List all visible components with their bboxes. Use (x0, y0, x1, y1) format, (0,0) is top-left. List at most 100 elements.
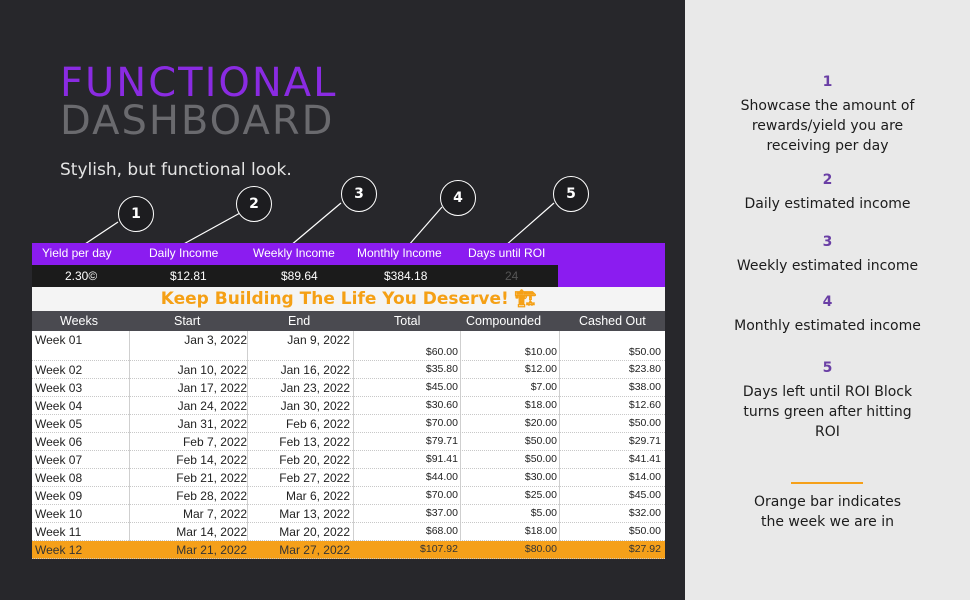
column-divider (559, 331, 560, 559)
kpi-header-bar: Yield per day Daily Income Weekly Income… (32, 243, 665, 265)
compounded-cell: $7.00 (530, 381, 557, 393)
total-cell: $60.00 (425, 346, 458, 358)
column-start: Start (174, 314, 201, 328)
note-1: 1 Showcase the amount of rewards/yield y… (685, 74, 970, 156)
compounded-cell: $18.00 (524, 399, 557, 411)
compounded-cell: $10.00 (524, 346, 557, 358)
end-cell: Mar 13, 2022 (279, 507, 350, 521)
kpi-value-roi: 24 (505, 269, 519, 283)
compounded-cell: $20.00 (524, 417, 557, 429)
marker-3: 3 (341, 176, 377, 212)
column-end: End (288, 314, 311, 328)
end-cell: Feb 27, 2022 (279, 471, 350, 485)
column-divider (460, 331, 461, 559)
notes-panel (685, 0, 970, 600)
total-cell: $68.00 (425, 525, 458, 537)
table-row: Week 04 Jan 24, 2022 Jan 30, 2022 $30.60 $18… (32, 397, 665, 415)
subtitle: Stylish, but functional look. (60, 160, 292, 180)
note-text: Days left until ROI Block turns green af… (742, 384, 913, 440)
kpi-value-weekly: $89.64 (281, 269, 318, 283)
end-cell: Mar 6, 2022 (285, 489, 350, 503)
table-row: Week 05 Jan 31, 2022 Feb 6, 2022 $70.00 $20.… (32, 415, 665, 433)
table-header: Weeks Start End Total Compounded Cashed … (32, 311, 665, 331)
total-cell: $79.71 (425, 435, 458, 447)
note-3: 3 Weekly estimated income (685, 234, 970, 276)
table-row: Week 09 Feb 28, 2022 Mar 6, 2022 $70.00 $25.… (32, 487, 665, 505)
weeks-table: Week 01 Jan 3, 2022 Jan 9, 2022 $60.00 $10.0… (32, 331, 665, 559)
week-cell: Week 05 (35, 417, 83, 431)
compounded-cell: $50.00 (524, 435, 557, 447)
motivation-banner: Keep Building The Life You Deserve! 🏗 (32, 287, 665, 311)
note-text: Orange bar indicates the week we are in (753, 494, 902, 530)
total-cell: $70.00 (425, 489, 458, 501)
start-cell: Feb 14, 2022 (176, 453, 247, 467)
note-number: 4 (822, 294, 833, 310)
week-cell: Week 04 (35, 399, 83, 413)
kpi-value-daily: $12.81 (170, 269, 207, 283)
kpi-header-roi: Days until ROI (468, 246, 546, 260)
end-cell: Feb 20, 2022 (279, 453, 350, 467)
cashed-out-cell: $45.00 (628, 489, 661, 501)
end-cell: Feb 6, 2022 (285, 417, 350, 431)
cashed-out-cell: $50.00 (628, 417, 661, 429)
total-cell: $107.92 (420, 543, 458, 555)
compounded-cell: $30.00 (524, 471, 557, 483)
table-row: Week 08 Feb 21, 2022 Feb 27, 2022 $44.00 $30… (32, 469, 665, 487)
note-text: Weekly estimated income (736, 258, 919, 274)
total-cell: $70.00 (425, 417, 458, 429)
cashed-out-cell: $50.00 (628, 525, 661, 537)
marker-1: 1 (118, 196, 154, 232)
column-divider (353, 331, 354, 559)
kpi-roi-block (558, 265, 665, 287)
end-cell: Jan 9, 2022 (287, 333, 350, 347)
week-cell: Week 01 (35, 333, 83, 347)
start-cell: Mar 21, 2022 (176, 543, 247, 557)
kpi-header-monthly: Monthly Income (357, 246, 442, 260)
week-cell: Week 08 (35, 471, 83, 485)
compounded-cell: $25.00 (524, 489, 557, 501)
table-row: Week 01 Jan 3, 2022 Jan 9, 2022 $60.00 $10.0… (32, 331, 665, 361)
week-cell: Week 02 (35, 363, 83, 377)
column-weeks: Weeks (60, 314, 98, 328)
start-cell: Feb 28, 2022 (176, 489, 247, 503)
week-cell: Week 07 (35, 453, 83, 467)
compounded-cell: $18.00 (524, 525, 557, 537)
column-divider (129, 331, 130, 559)
cashed-out-cell: $14.00 (628, 471, 661, 483)
cashed-out-cell: $12.60 (628, 399, 661, 411)
table-row: Week 02 Jan 10, 2022 Jan 16, 2022 $35.80 $12… (32, 361, 665, 379)
end-cell: Jan 30, 2022 (280, 399, 350, 413)
column-cashed-out: Cashed Out (579, 314, 646, 328)
note-text: Monthly estimated income (734, 318, 921, 334)
table-row: Week 07 Feb 14, 2022 Feb 20, 2022 $91.41 $50… (32, 451, 665, 469)
title-dashboard: DASHBOARD (60, 98, 335, 144)
cashed-out-cell: $29.71 (628, 435, 661, 447)
total-cell: $30.60 (425, 399, 458, 411)
start-cell: Jan 24, 2022 (177, 399, 247, 413)
table-row: Week 03 Jan 17, 2022 Jan 23, 2022 $45.00 $7.… (32, 379, 665, 397)
start-cell: Mar 7, 2022 (182, 507, 247, 521)
marker-5: 5 (553, 176, 589, 212)
start-cell: Jan 17, 2022 (177, 381, 247, 395)
note-4: 4 Monthly estimated income (685, 294, 970, 336)
week-cell: Week 09 (35, 489, 83, 503)
column-divider (247, 331, 248, 559)
table-row: Week 11 Mar 14, 2022 Mar 20, 2022 $68.00 $18… (32, 523, 665, 541)
total-cell: $44.00 (425, 471, 458, 483)
total-cell: $37.00 (425, 507, 458, 519)
end-cell: Feb 13, 2022 (279, 435, 350, 449)
note-number: 1 (822, 74, 833, 90)
column-compounded: Compounded (466, 314, 542, 328)
column-total: Total (394, 314, 421, 328)
kpi-values-bar: 2.30© $12.81 $89.64 $384.18 24 (32, 265, 558, 287)
note-text: Daily estimated income (744, 196, 911, 212)
cashed-out-cell: $23.80 (628, 363, 661, 375)
kpi-value-monthly: $384.18 (384, 269, 428, 283)
cashed-out-cell: $50.00 (628, 346, 661, 358)
end-cell: Mar 20, 2022 (279, 525, 350, 539)
compounded-cell: $80.00 (524, 543, 557, 555)
table-row: Week 06 Feb 7, 2022 Feb 13, 2022 $79.71 $50.… (32, 433, 665, 451)
week-cell: Week 03 (35, 381, 83, 395)
cashed-out-cell: $41.41 (628, 453, 661, 465)
note-number: 3 (822, 234, 833, 250)
